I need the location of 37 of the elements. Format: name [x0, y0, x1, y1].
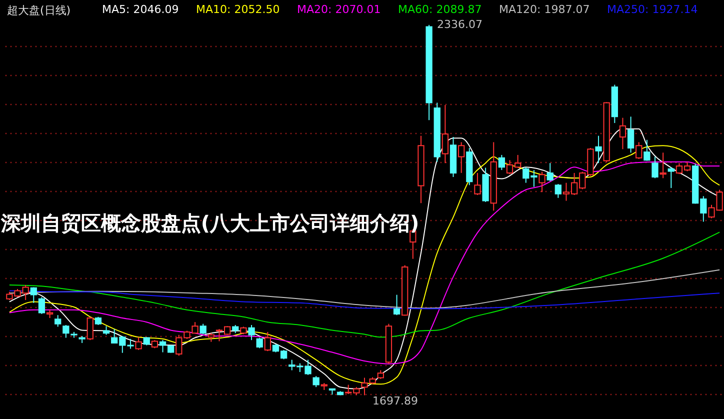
chart-subtitle: 超大盘(日线): [7, 4, 71, 17]
text: MA120: 1987.07: [499, 2, 590, 16]
annotation: 2336.07: [437, 18, 483, 31]
candlestick: [554, 183, 562, 198]
candlestick: [312, 376, 320, 388]
candlestick: [30, 286, 37, 304]
candlestick: [627, 116, 634, 154]
candlestick: [264, 331, 271, 352]
candlestick: [498, 154, 506, 171]
candlestick: [38, 296, 46, 314]
candlestick: [86, 316, 94, 341]
candlestick: [474, 172, 481, 196]
candlestick: [200, 323, 206, 335]
candlestick: [135, 336, 142, 350]
candlestick: [256, 337, 263, 349]
candlestick: [668, 166, 674, 189]
candlestick: [636, 142, 642, 160]
candlestick: [595, 135, 602, 164]
text: MA5: 2046.09: [102, 2, 179, 16]
text: MA60: 2089.87: [398, 2, 482, 16]
text: 深圳自贸区概念股盘点(八大上市公司详细介绍): [0, 211, 420, 235]
candlestick: [660, 152, 666, 179]
candlestick: [538, 171, 546, 193]
candlestick: [644, 139, 650, 162]
candlestick: [62, 324, 70, 338]
text: MA250: 1927.14: [607, 2, 698, 16]
candlestick: [619, 117, 626, 150]
text: MA20: 2070.01: [297, 2, 381, 16]
candlestick: [248, 324, 255, 341]
annotation: 1697.89: [372, 394, 418, 408]
text: MA10: 2052.50: [196, 2, 280, 16]
candlestick: [393, 294, 400, 316]
candlestick: [458, 142, 465, 174]
candlestick: [546, 162, 554, 182]
candlestick: [442, 104, 449, 164]
candlestick: [54, 314, 62, 328]
candlestick: [652, 156, 658, 179]
